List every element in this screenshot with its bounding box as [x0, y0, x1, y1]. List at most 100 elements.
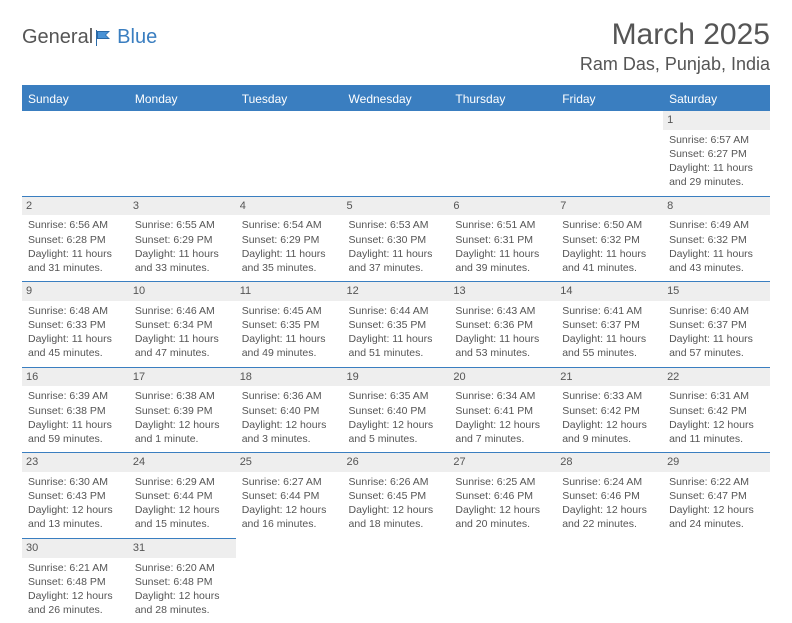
sunrise-text: Sunrise: 6:27 AM [242, 475, 337, 489]
daylight-text: Daylight: 12 hours [349, 503, 444, 517]
daylight-text: and 22 minutes. [562, 517, 657, 531]
day-number: 27 [449, 453, 556, 472]
calendar-cell [449, 538, 556, 623]
daylight-text: and 9 minutes. [562, 432, 657, 446]
day-number: 16 [22, 368, 129, 387]
daylight-text: and 20 minutes. [455, 517, 550, 531]
daylight-text: and 31 minutes. [28, 261, 123, 275]
calendar-cell: 19Sunrise: 6:35 AMSunset: 6:40 PMDayligh… [343, 367, 450, 453]
daylight-text: Daylight: 11 hours [349, 247, 444, 261]
daylight-text: Daylight: 11 hours [135, 332, 230, 346]
daylight-text: and 45 minutes. [28, 346, 123, 360]
calendar-cell: 29Sunrise: 6:22 AMSunset: 6:47 PMDayligh… [663, 453, 770, 539]
calendar-cell: 11Sunrise: 6:45 AMSunset: 6:35 PMDayligh… [236, 282, 343, 368]
logo-text-general: General [22, 26, 93, 49]
daylight-text: Daylight: 11 hours [562, 332, 657, 346]
day-number: 13 [449, 282, 556, 301]
daylight-text: Daylight: 12 hours [242, 503, 337, 517]
calendar-cell: 4Sunrise: 6:54 AMSunset: 6:29 PMDaylight… [236, 196, 343, 282]
calendar-cell: 1Sunrise: 6:57 AMSunset: 6:27 PMDaylight… [663, 111, 770, 196]
calendar-cell [343, 111, 450, 196]
weekday-header: Friday [556, 86, 663, 111]
calendar-cell: 8Sunrise: 6:49 AMSunset: 6:32 PMDaylight… [663, 196, 770, 282]
calendar-cell: 27Sunrise: 6:25 AMSunset: 6:46 PMDayligh… [449, 453, 556, 539]
day-number: 26 [343, 453, 450, 472]
sunrise-text: Sunrise: 6:34 AM [455, 389, 550, 403]
daylight-text: Daylight: 11 hours [669, 247, 764, 261]
sunrise-text: Sunrise: 6:49 AM [669, 218, 764, 232]
daylight-text: Daylight: 11 hours [28, 332, 123, 346]
day-number: 7 [556, 197, 663, 216]
calendar-cell: 20Sunrise: 6:34 AMSunset: 6:41 PMDayligh… [449, 367, 556, 453]
sunrise-text: Sunrise: 6:43 AM [455, 304, 550, 318]
day-number: 29 [663, 453, 770, 472]
sunset-text: Sunset: 6:28 PM [28, 233, 123, 247]
daylight-text: and 28 minutes. [135, 603, 230, 617]
daylight-text: and 13 minutes. [28, 517, 123, 531]
daylight-text: and 57 minutes. [669, 346, 764, 360]
daylight-text: and 59 minutes. [28, 432, 123, 446]
weekday-header-row: Sunday Monday Tuesday Wednesday Thursday… [22, 86, 770, 111]
sunrise-text: Sunrise: 6:35 AM [349, 389, 444, 403]
calendar-row: 1Sunrise: 6:57 AMSunset: 6:27 PMDaylight… [22, 111, 770, 196]
sunset-text: Sunset: 6:47 PM [669, 489, 764, 503]
daylight-text: Daylight: 11 hours [135, 247, 230, 261]
daylight-text: Daylight: 12 hours [135, 589, 230, 603]
header-right: March 2025 Ram Das, Punjab, India [580, 18, 770, 75]
daylight-text: and 1 minute. [135, 432, 230, 446]
sunrise-text: Sunrise: 6:48 AM [28, 304, 123, 318]
daylight-text: and 41 minutes. [562, 261, 657, 275]
daylight-text: Daylight: 12 hours [242, 418, 337, 432]
sunrise-text: Sunrise: 6:29 AM [135, 475, 230, 489]
daylight-text: and 47 minutes. [135, 346, 230, 360]
calendar-cell: 5Sunrise: 6:53 AMSunset: 6:30 PMDaylight… [343, 196, 450, 282]
calendar-cell: 26Sunrise: 6:26 AMSunset: 6:45 PMDayligh… [343, 453, 450, 539]
sunset-text: Sunset: 6:30 PM [349, 233, 444, 247]
sunset-text: Sunset: 6:41 PM [455, 404, 550, 418]
daylight-text: Daylight: 11 hours [28, 418, 123, 432]
sunset-text: Sunset: 6:45 PM [349, 489, 444, 503]
sunset-text: Sunset: 6:42 PM [562, 404, 657, 418]
day-number: 10 [129, 282, 236, 301]
daylight-text: Daylight: 11 hours [669, 161, 764, 175]
day-number: 18 [236, 368, 343, 387]
logo-text-blue: Blue [117, 26, 157, 49]
sunrise-text: Sunrise: 6:24 AM [562, 475, 657, 489]
sunset-text: Sunset: 6:48 PM [135, 575, 230, 589]
calendar-cell [663, 538, 770, 623]
daylight-text: and 24 minutes. [669, 517, 764, 531]
sunset-text: Sunset: 6:39 PM [135, 404, 230, 418]
daylight-text: Daylight: 12 hours [455, 503, 550, 517]
calendar-cell: 14Sunrise: 6:41 AMSunset: 6:37 PMDayligh… [556, 282, 663, 368]
weekday-header: Wednesday [343, 86, 450, 111]
sunset-text: Sunset: 6:37 PM [562, 318, 657, 332]
calendar-cell [129, 111, 236, 196]
day-number: 25 [236, 453, 343, 472]
sunrise-text: Sunrise: 6:54 AM [242, 218, 337, 232]
daylight-text: Daylight: 11 hours [28, 247, 123, 261]
location-text: Ram Das, Punjab, India [580, 54, 770, 75]
day-number: 15 [663, 282, 770, 301]
sunset-text: Sunset: 6:32 PM [562, 233, 657, 247]
daylight-text: Daylight: 12 hours [669, 418, 764, 432]
daylight-text: and 49 minutes. [242, 346, 337, 360]
day-number: 23 [22, 453, 129, 472]
sunrise-text: Sunrise: 6:36 AM [242, 389, 337, 403]
daylight-text: and 55 minutes. [562, 346, 657, 360]
daylight-text: Daylight: 12 hours [562, 503, 657, 517]
day-number: 5 [343, 197, 450, 216]
sunset-text: Sunset: 6:33 PM [28, 318, 123, 332]
sunrise-text: Sunrise: 6:44 AM [349, 304, 444, 318]
daylight-text: Daylight: 12 hours [455, 418, 550, 432]
weekday-header: Thursday [449, 86, 556, 111]
calendar-table: Sunday Monday Tuesday Wednesday Thursday… [22, 85, 770, 623]
calendar-cell: 18Sunrise: 6:36 AMSunset: 6:40 PMDayligh… [236, 367, 343, 453]
daylight-text: and 33 minutes. [135, 261, 230, 275]
calendar-cell: 12Sunrise: 6:44 AMSunset: 6:35 PMDayligh… [343, 282, 450, 368]
daylight-text: Daylight: 12 hours [562, 418, 657, 432]
calendar-cell [343, 538, 450, 623]
sunset-text: Sunset: 6:43 PM [28, 489, 123, 503]
sunset-text: Sunset: 6:44 PM [135, 489, 230, 503]
daylight-text: and 26 minutes. [28, 603, 123, 617]
sunrise-text: Sunrise: 6:33 AM [562, 389, 657, 403]
